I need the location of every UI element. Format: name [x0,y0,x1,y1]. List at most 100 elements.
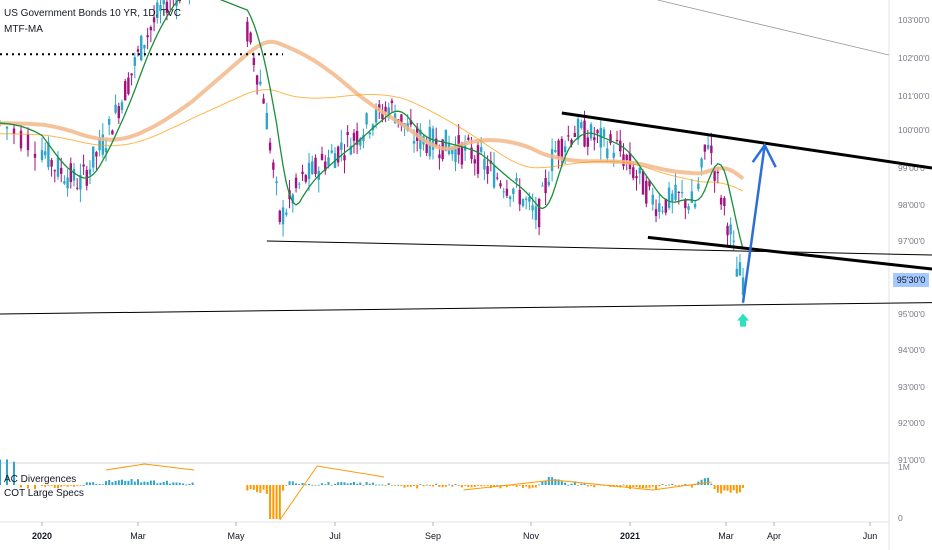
candle-body [502,191,505,193]
histogram-bar [137,479,139,485]
candle-body [307,162,311,180]
candle-body [26,134,30,151]
candle-body [602,129,606,137]
histogram-bar [438,485,441,487]
histogram-bar [63,485,66,486]
x-tick-label: Sep [425,531,441,541]
candle-body [732,240,735,242]
y-tick-label: 103'00'0 [898,15,930,25]
candle-body [349,145,353,155]
candle-body [589,124,593,139]
candle-body [259,81,262,85]
candle-body [278,210,282,222]
histogram-bar [0,459,1,485]
candle-body [632,167,635,179]
lower-tick-label: 1M [898,462,910,472]
histogram-bar [493,485,496,487]
candle-body [706,144,710,149]
histogram-bar [89,482,91,485]
candle-body [537,198,541,228]
candle-body [741,277,745,295]
candle-body [76,187,79,189]
candle-body [512,188,515,195]
histogram-bar [252,485,255,490]
histogram-bar [346,483,349,485]
candle-body [658,203,661,212]
sub-indicator-label-cot: COT Large Specs [4,488,84,499]
candle-body [508,196,512,200]
candle-body [638,167,641,174]
histogram-bar [400,485,403,487]
candle-body [544,178,547,194]
candle-body [438,154,441,159]
histogram-bar [525,485,528,487]
histogram-bar [703,478,706,485]
histogram-bar [419,484,422,485]
candle-body [476,145,480,174]
lower-tick-label: 0 [898,513,903,523]
candle-body [563,146,567,153]
oscillator-histogram [0,459,745,519]
histogram-bar [564,482,567,485]
histogram-bar [496,484,499,486]
candle-body [365,113,368,125]
candle-body [298,183,301,185]
candle-body [127,77,130,94]
histogram-bar [580,483,583,485]
candle-body [19,130,23,149]
histogram-bar [34,485,36,489]
candle-body [674,184,677,200]
candle-body [384,106,387,112]
candle-body [641,170,645,195]
histogram-bar [172,482,175,485]
candle-body [359,138,362,146]
marker-up-arrow [737,313,750,327]
histogram-bar [178,482,181,485]
candle-body [268,142,272,151]
candle-body [33,153,37,158]
candle-body [111,130,114,135]
histogram-bar [658,485,661,487]
histogram-bar [590,485,593,486]
histogram-bar [41,485,43,486]
histogram-bar [470,485,473,488]
histogram-bar [690,485,693,488]
candle-body [726,225,729,236]
histogram-bar [390,485,393,486]
candle-body [12,128,16,134]
histogram-bar [451,485,454,487]
candle-body [246,21,249,42]
candle-body [66,177,69,189]
candle-body [143,44,146,49]
candle-body [654,209,658,216]
candle-body [47,142,50,168]
histogram-bar [117,480,120,485]
candle-body [697,183,700,190]
histogram-bar [153,480,156,485]
candle-body [690,191,694,203]
histogram-bar [314,485,317,486]
histogram-bar [432,485,434,487]
histogram-bar [282,485,285,491]
histogram-bar [444,485,447,487]
histogram-bar [499,485,502,489]
histogram-bar [406,485,409,487]
histogram-bar [729,485,732,493]
histogram-bar [349,482,352,485]
candle-body [606,148,609,159]
histogram-bar [483,485,486,486]
histogram-bar [53,485,56,488]
histogram-bar [368,483,371,485]
candle-body [570,139,573,145]
histogram-bar [288,481,291,485]
histogram-bar [76,485,79,486]
histogram-bar [622,484,625,486]
x-tick-label: Nov [523,531,540,541]
histogram-bar [308,483,311,485]
histogram-bar [648,485,651,488]
candle-body [5,126,9,129]
histogram-bar [169,483,172,485]
histogram-bar [256,485,259,493]
histogram-bar [140,482,143,485]
